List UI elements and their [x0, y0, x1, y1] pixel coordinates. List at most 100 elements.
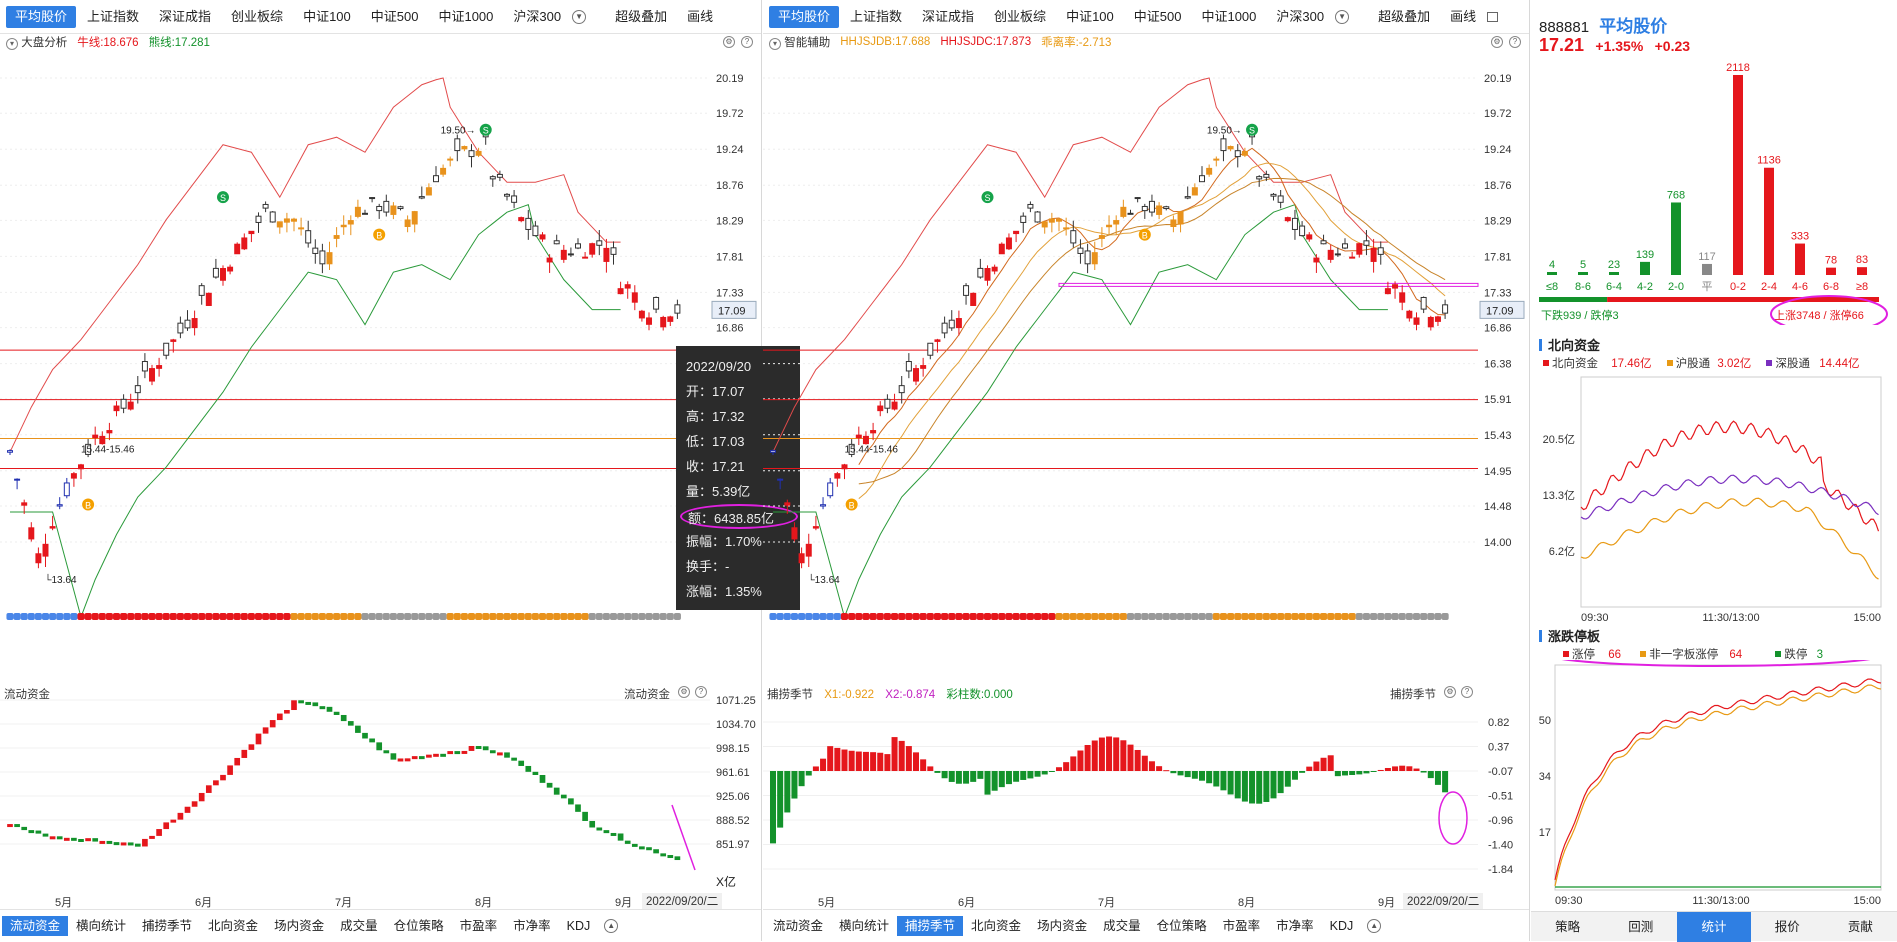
histogram-bar [1227, 771, 1234, 795]
settings-icon[interactable]: ⚙ [678, 686, 690, 698]
btab-stats[interactable]: 统计 [1677, 912, 1751, 942]
btab-pe[interactable]: 市盈率 [1222, 918, 1261, 933]
status-strip-cell [425, 613, 433, 620]
quote-header: 888881 平均股价 [1539, 12, 1667, 37]
btab-quote[interactable]: 报价 [1774, 920, 1800, 934]
distribution-category: ≥8 [1856, 281, 1868, 293]
help-icon[interactable]: ? [1509, 36, 1521, 48]
btab-north[interactable]: 北向资金 [971, 918, 1022, 933]
btab-north[interactable]: 北向资金 [208, 918, 259, 933]
candle-body [149, 368, 155, 382]
tab-hs300[interactable]: 沪深300 [1276, 8, 1325, 24]
candle-body [1427, 316, 1434, 328]
north-title: 北向资金 [1539, 335, 1600, 354]
date-tag: 2022/09/20/二 [642, 893, 723, 909]
status-strip-cell [1362, 613, 1371, 620]
tab-zz100[interactable]: 中证100 [1066, 8, 1114, 24]
btab-season[interactable]: 捕捞季节 [897, 915, 964, 936]
histogram-bar [1363, 771, 1370, 774]
btab-contrib[interactable]: 贡献 [1847, 920, 1873, 934]
chevron-up-icon[interactable]: ▲ [1367, 918, 1382, 933]
overlay-button[interactable]: 超级叠加 [1378, 8, 1431, 24]
btab-volume[interactable]: 成交量 [340, 918, 378, 933]
candle-body [92, 434, 99, 439]
tab-cyb[interactable]: 创业板综 [231, 8, 284, 24]
liquidity-bar [376, 742, 383, 751]
btab-liquidity[interactable]: 流动资金 [773, 918, 824, 933]
settings-icon[interactable]: ⚙ [723, 36, 735, 48]
tab-cyb[interactable]: 创业板综 [994, 8, 1047, 24]
settings-icon[interactable]: ⚙ [1444, 686, 1456, 698]
overlay-button[interactable]: 超级叠加 [615, 8, 668, 24]
sub-tick-label: 0.37 [1488, 742, 1509, 754]
help-icon[interactable]: ? [695, 686, 707, 698]
candle-body [1306, 234, 1313, 240]
btab-pb[interactable]: 市净率 [1276, 918, 1314, 933]
tab-avg-price[interactable]: 平均股价 [6, 5, 77, 28]
btab-onsite[interactable]: 场内资金 [1037, 918, 1088, 933]
btab-pe[interactable]: 市盈率 [459, 918, 498, 933]
candle-body [312, 247, 319, 254]
candle-body [475, 150, 482, 156]
status-strip-cell [1377, 613, 1385, 620]
help-icon[interactable]: ? [741, 36, 753, 48]
status-strip-cell [962, 613, 970, 620]
tab-avg-price[interactable]: 平均股价 [769, 5, 840, 28]
tab-hs300[interactable]: 沪深300 [513, 8, 562, 24]
tab-sh-index[interactable]: 上证指数 [87, 8, 140, 24]
tab-sz-index[interactable]: 深证成指 [159, 8, 212, 24]
btab-position[interactable]: 仓位策略 [1156, 918, 1207, 933]
btab-horizontal[interactable]: 横向统计 [839, 918, 890, 933]
candle-body [977, 267, 984, 278]
liquidity-bar [312, 702, 319, 707]
candle-body [1055, 218, 1063, 222]
btab-backtest[interactable]: 回测 [1628, 920, 1654, 934]
btab-position[interactable]: 仓位策略 [393, 918, 444, 933]
legend-north-value: 17.46亿 [1611, 358, 1652, 370]
histogram-bar [1134, 749, 1141, 771]
btab-onsite[interactable]: 场内资金 [274, 918, 325, 933]
btab-volume[interactable]: 成交量 [1103, 918, 1141, 933]
status-strip-cell [876, 613, 884, 620]
candle-body [1413, 317, 1420, 325]
tab-zz1000[interactable]: 中证1000 [438, 8, 494, 24]
btab-pb[interactable]: 市净率 [513, 918, 551, 933]
btab-season[interactable]: 捕捞季节 [142, 918, 193, 933]
tab-sh-index[interactable]: 上证指数 [850, 8, 903, 24]
dapan-selector[interactable]: ▾ 大盘分析 [6, 34, 67, 50]
status-strip-cell [1033, 613, 1042, 620]
stock-pct: +1.35% [1595, 38, 1644, 54]
btab-kdj[interactable]: KDJ [566, 918, 591, 933]
tab-zz100[interactable]: 中证100 [303, 8, 351, 24]
candle-tooltip: 2022/09/20 开：17.07 高：17.32 低：17.03 收：17.… [676, 346, 800, 610]
histogram-bar [870, 752, 877, 771]
candle-body [582, 256, 589, 259]
help-icon[interactable]: ? [1461, 686, 1473, 698]
tab-zz500[interactable]: 中证500 [370, 8, 419, 24]
candle-body [610, 247, 617, 255]
chevron-down-icon[interactable]: ▼ [1335, 9, 1350, 24]
btab-liquidity[interactable]: 流动资金 [2, 915, 69, 936]
limit-tick-label: 34 [1539, 771, 1551, 783]
status-strip-cell [1098, 613, 1106, 620]
liquidity-bar [582, 811, 588, 821]
histogram-bar [1063, 762, 1070, 771]
btab-horizontal[interactable]: 横向统计 [76, 918, 127, 933]
tab-zz1000[interactable]: 中证1000 [1201, 8, 1257, 24]
liquidity-bar [333, 711, 340, 715]
status-strip-cell [1062, 613, 1070, 620]
btab-strategy[interactable]: 策略 [1555, 920, 1581, 934]
tab-sz-index[interactable]: 深证成指 [922, 8, 975, 24]
draw-line-button[interactable]: 画线 [1450, 8, 1477, 24]
x2-value: X2:-0.874 [885, 689, 936, 701]
tab-zz500[interactable]: 中证500 [1133, 8, 1182, 24]
chevron-up-icon[interactable]: ▲ [604, 918, 619, 933]
status-strip-cell [883, 613, 891, 620]
settings-icon[interactable]: ⚙ [1491, 36, 1503, 48]
price-tick-label: 14.48 [1484, 501, 1512, 513]
chevron-down-icon[interactable]: ▼ [572, 9, 587, 24]
draw-line-button[interactable]: 画线 [687, 8, 714, 24]
assist-selector[interactable]: ▾ 智能辅助 [769, 34, 830, 50]
maximize-icon[interactable] [1487, 11, 1499, 22]
btab-kdj[interactable]: KDJ [1329, 918, 1354, 933]
